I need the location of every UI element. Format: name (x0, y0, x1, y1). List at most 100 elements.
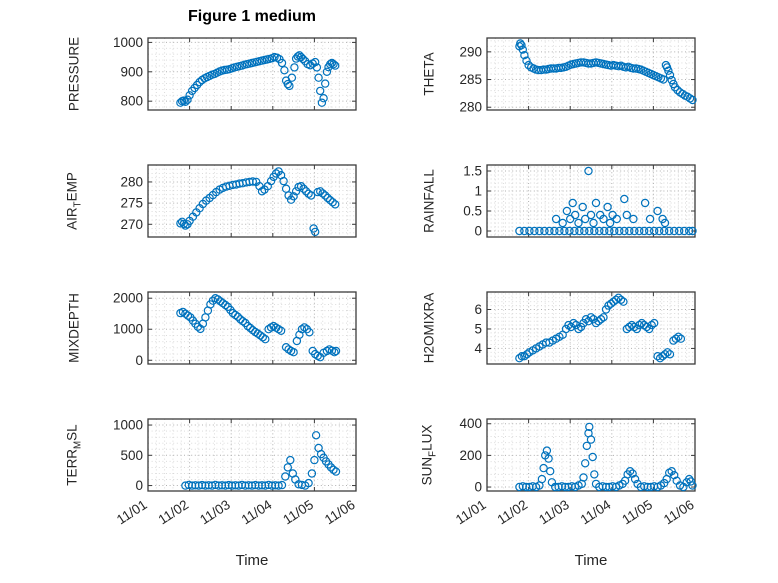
data-point (326, 463, 336, 472)
data-point (630, 226, 639, 236)
data-points (176, 294, 341, 362)
data-point (289, 347, 298, 357)
scatter-canvas: 0 1000 2000 (113, 291, 357, 368)
subplot-sun-flux: SUNFLUX 0 200 400 11/01 11/02 11/03 11/04 11/05 1… (399, 411, 701, 579)
x-tick-label: 11/04 (578, 497, 614, 528)
data-point (669, 226, 679, 236)
x-tick-label: 11/01 (453, 497, 489, 527)
data-point (639, 226, 649, 236)
data-point (305, 328, 314, 337)
data-point (311, 431, 321, 440)
data-point (684, 474, 694, 484)
data-point (515, 226, 524, 236)
y-tick-label: 400 (459, 416, 482, 431)
data-point (201, 313, 210, 322)
data-point (312, 63, 322, 72)
data-point (665, 350, 675, 359)
data-point (688, 95, 697, 105)
data-point (331, 467, 341, 476)
data-point (660, 350, 670, 359)
data-point (314, 73, 323, 82)
data-point (580, 226, 589, 236)
data-point (299, 184, 308, 193)
data-point (238, 317, 247, 326)
data-point (570, 210, 580, 220)
data-point (645, 214, 655, 224)
data-point (319, 93, 328, 103)
data-point (522, 56, 531, 65)
y-tick-labels: 0 200 400 (459, 416, 482, 494)
data-point (610, 226, 619, 236)
y-axis-label: RAINFALL (421, 169, 437, 233)
axes-box (486, 37, 696, 111)
y-tick-label: 2000 (113, 291, 143, 306)
data-point (284, 191, 293, 200)
data-point (181, 221, 190, 230)
y-tick-labels: 0 500 1000 (113, 418, 143, 494)
data-point (600, 226, 609, 236)
axes-box (147, 37, 357, 111)
data-point (595, 226, 604, 236)
data-point (196, 324, 205, 334)
data-point (568, 198, 577, 208)
y-axis-label: AIRTEMP (64, 172, 84, 230)
data-point (271, 169, 281, 178)
subplot-mixdepth: MIXDEPTH 0 1000 2000 (60, 284, 362, 374)
data-points (176, 167, 340, 237)
data-point (221, 300, 230, 310)
data-point (565, 214, 575, 224)
data-points (515, 422, 697, 492)
data-point (281, 184, 291, 193)
data-point (582, 441, 591, 451)
data-point (520, 226, 529, 236)
y-tick-label: 5 (474, 321, 482, 336)
scatter-canvas: 0 0.5 1 1.5 (463, 164, 697, 239)
data-point (599, 214, 608, 224)
data-point (580, 459, 590, 468)
scatter-canvas: 800 900 1000 (113, 35, 357, 111)
data-point (293, 52, 302, 61)
data-point (286, 455, 295, 465)
data-point (599, 313, 608, 322)
x-tick-labels: 11/01 11/02 11/03 11/04 11/05 11/06 (114, 497, 358, 528)
data-point (248, 177, 257, 186)
data-point (537, 474, 547, 484)
data-point (318, 189, 327, 198)
data-point (605, 218, 615, 228)
ylabel-subscript: M (72, 440, 84, 449)
data-point (565, 226, 574, 236)
x-axis-label-left: Time (235, 552, 269, 569)
axes-box (147, 291, 357, 365)
scatter-canvas: 280 285 290 (459, 37, 697, 115)
data-point (320, 191, 330, 200)
data-point (628, 469, 637, 478)
y-axis-label: H2OMIXRA (421, 292, 437, 364)
data-point (649, 226, 659, 236)
data-point (297, 325, 307, 334)
data-point (306, 191, 316, 200)
axes-box (147, 418, 357, 492)
subplot-h2omixra: H2OMIXRA 4 5 6 (399, 284, 701, 374)
y-tick-label: 275 (120, 196, 143, 211)
y-tick-label: 280 (120, 174, 143, 189)
data-point (544, 454, 553, 463)
data-point (625, 467, 635, 476)
data-point (615, 226, 624, 236)
data-point (277, 58, 287, 68)
scatter-canvas: 4 5 6 (474, 291, 696, 365)
data-point (276, 326, 286, 336)
data-point (257, 187, 267, 196)
data-point (274, 481, 283, 490)
data-point (179, 96, 189, 105)
data-point (591, 198, 601, 208)
data-point (330, 200, 340, 209)
axes-box (486, 164, 696, 238)
data-point (185, 91, 194, 100)
data-point (520, 51, 529, 60)
data-point (330, 347, 339, 357)
ylabel-subscript: T (72, 201, 84, 208)
data-point (625, 322, 634, 332)
y-axis-label: TERRMSL (64, 424, 84, 486)
data-point (590, 470, 599, 479)
x-tick-labels: 11/01 11/02 11/03 11/04 11/05 11/06 (453, 497, 697, 528)
